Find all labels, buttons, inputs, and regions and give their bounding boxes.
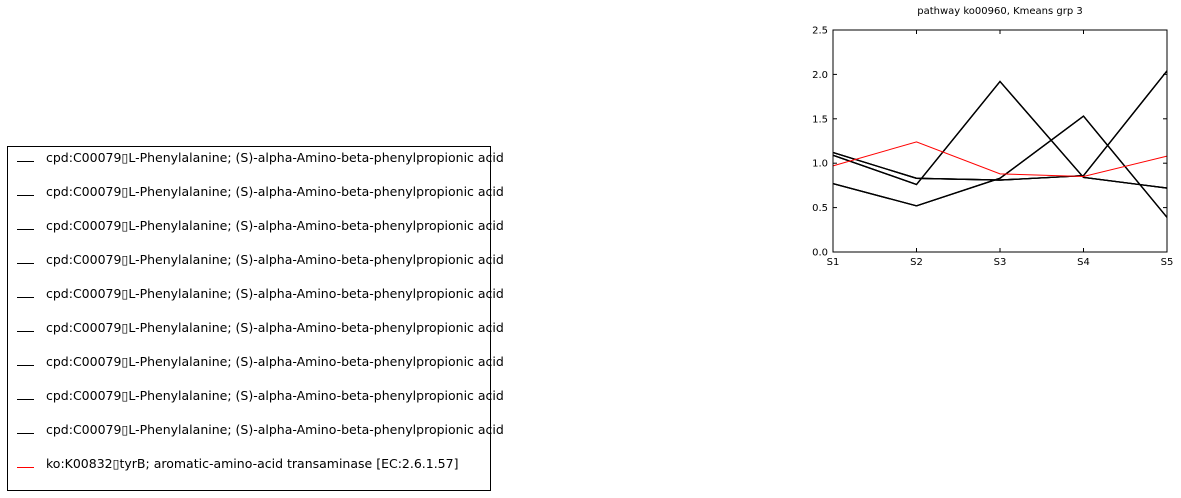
legend-swatch [17, 297, 34, 298]
legend-swatch [17, 467, 34, 468]
legend-swatch [17, 331, 34, 332]
series-line-8 [832, 80, 1168, 189]
series-line-10 [832, 141, 1168, 178]
legend-entry: cpd:C00079▯L-Phenylalanine; (S)-alpha-Am… [8, 420, 504, 442]
legend-entry: cpd:C00079▯L-Phenylalanine; (S)-alpha-Am… [8, 352, 504, 374]
legend-label: cpd:C00079▯L-Phenylalanine; (S)-alpha-Am… [46, 252, 504, 267]
legend-swatch [17, 399, 34, 400]
series-line-4 [832, 70, 1168, 181]
y-tick-label: 1.5 [812, 114, 828, 125]
legend-label: cpd:C00079▯L-Phenylalanine; (S)-alpha-Am… [46, 184, 504, 199]
y-tick-label: 0.0 [812, 248, 828, 259]
x-tick-label: S5 [1161, 257, 1174, 268]
legend-label: cpd:C00079▯L-Phenylalanine; (S)-alpha-Am… [46, 320, 504, 335]
series-line-1 [832, 70, 1168, 181]
legend-swatch [17, 263, 34, 264]
legend-label: cpd:C00079▯L-Phenylalanine; (S)-alpha-Am… [46, 388, 504, 403]
series-line-3 [832, 115, 1168, 218]
axes: 0.0 0.5 1.0 1.5 2.0 2.5 S1 S2 S3 S4 S5 [812, 26, 1173, 269]
legend-swatch [17, 229, 34, 230]
legend-entry: cpd:C00079▯L-Phenylalanine; (S)-alpha-Am… [8, 250, 504, 272]
legend-entry: cpd:C00079▯L-Phenylalanine; (S)-alpha-Am… [8, 284, 504, 306]
y-tick-label: 1.0 [812, 159, 828, 170]
legend-label: cpd:C00079▯L-Phenylalanine; (S)-alpha-Am… [46, 422, 504, 437]
legend-entry: cpd:C00079▯L-Phenylalanine; (S)-alpha-Am… [8, 216, 504, 238]
legend-swatch [17, 365, 34, 366]
legend-swatch [17, 433, 34, 434]
legend-label: ko:K00832▯tyrB; aromatic-amino-acid tran… [46, 456, 459, 471]
legend-entry: cpd:C00079▯L-Phenylalanine; (S)-alpha-Am… [8, 318, 504, 340]
y-tick-label: 2.5 [812, 26, 828, 37]
legend-swatch [17, 161, 34, 162]
legend-label: cpd:C00079▯L-Phenylalanine; (S)-alpha-Am… [46, 218, 504, 233]
chart-title: pathway ko00960, Kmeans grp 3 [917, 6, 1083, 17]
legend-label: cpd:C00079▯L-Phenylalanine; (S)-alpha-Am… [46, 354, 504, 369]
legend-swatch [17, 195, 34, 196]
x-tick-label: S3 [994, 257, 1007, 268]
series-line-7 [832, 70, 1168, 181]
x-tick-label: S2 [910, 257, 923, 268]
legend: cpd:C00079▯L-Phenylalanine; (S)-alpha-Am… [7, 146, 504, 491]
x-tick-label: S4 [1077, 257, 1090, 268]
legend-label: cpd:C00079▯L-Phenylalanine; (S)-alpha-Am… [46, 286, 504, 301]
series-line-2 [832, 80, 1168, 189]
series-line-5 [832, 80, 1168, 189]
plot-area [832, 70, 1168, 218]
x-tick-label: S1 [827, 257, 840, 268]
legend-entry: cpd:C00079▯L-Phenylalanine; (S)-alpha-Am… [8, 182, 504, 204]
plot-frame [832, 29, 1168, 253]
y-tick-label: 2.0 [812, 70, 828, 81]
y-tick-label: 0.5 [812, 203, 828, 214]
legend-entry: ko:K00832▯tyrB; aromatic-amino-acid tran… [8, 454, 490, 476]
series-line-6 [832, 115, 1168, 218]
series-line-9 [832, 115, 1168, 218]
legend-label: cpd:C00079▯L-Phenylalanine; (S)-alpha-Am… [46, 150, 504, 165]
legend-entry: cpd:C00079▯L-Phenylalanine; (S)-alpha-Am… [8, 386, 504, 408]
legend-entry: cpd:C00079▯L-Phenylalanine; (S)-alpha-Am… [8, 148, 504, 170]
